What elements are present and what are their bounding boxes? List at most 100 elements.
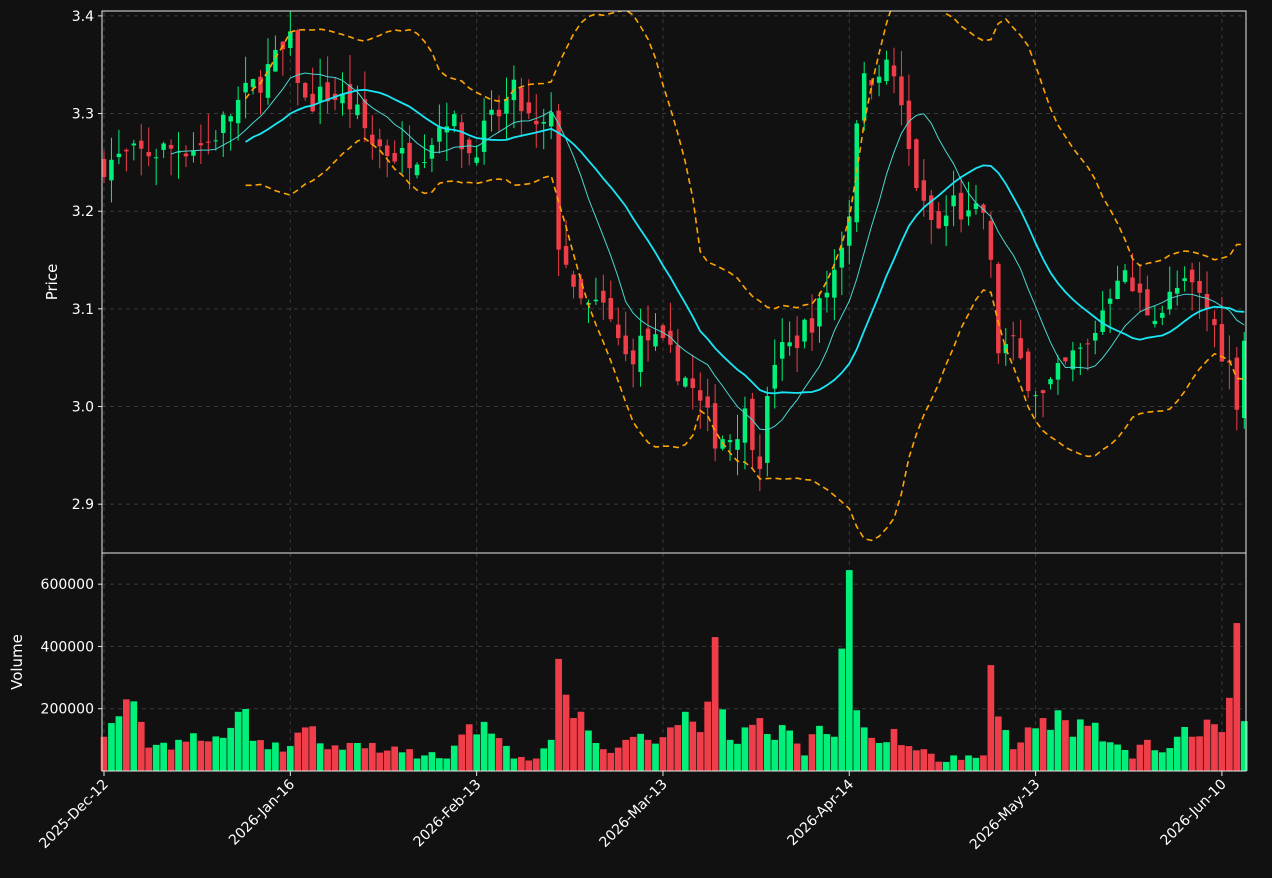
- candle-body-97: [824, 292, 830, 298]
- volume-bar-37: [376, 752, 384, 771]
- volume-bar-43: [421, 755, 428, 771]
- candle-body-11: [183, 153, 189, 157]
- candle-body-70: [623, 335, 628, 355]
- x-tick-label-0: 2025-Dec-12: [36, 777, 111, 852]
- volume-bar-143: [1166, 748, 1174, 771]
- volume-bar-51: [480, 721, 488, 771]
- candle-body-102: [861, 73, 867, 121]
- volume-bar-114: [950, 755, 957, 771]
- volume-bar-71: [629, 736, 637, 771]
- volume-bar-2: [115, 716, 123, 771]
- candle-body-80: [697, 390, 703, 401]
- volume-bar-48: [458, 734, 466, 771]
- candle-body-101: [854, 123, 859, 223]
- candle-body-153: [1242, 340, 1246, 418]
- volume-bar-16: [219, 737, 227, 771]
- candle-body-27: [302, 83, 308, 98]
- volume-bar-97: [823, 734, 831, 771]
- volume-bar-20: [249, 740, 257, 771]
- candle-body-21: [258, 76, 263, 93]
- volume-bar-77: [674, 725, 682, 771]
- price-tick-label-3: 3.2: [72, 204, 94, 220]
- candle-body-23: [273, 49, 278, 72]
- candle-body-107: [899, 76, 904, 106]
- candle-body-99: [839, 247, 845, 268]
- candle-body-125: [1033, 395, 1038, 397]
- candle-body-33: [347, 84, 353, 110]
- volume-bar-10: [175, 739, 182, 771]
- candle-body-78: [683, 377, 688, 387]
- candle-body-26: [295, 30, 301, 84]
- volume-bar-86: [741, 727, 749, 771]
- candle-body-95: [809, 318, 815, 333]
- candle-body-134: [1100, 310, 1105, 332]
- candle-body-109: [914, 139, 919, 189]
- volume-bar-33: [346, 742, 354, 771]
- candle-body-112: [936, 211, 941, 229]
- x-tick-label-2: 2026-Feb-13: [411, 777, 485, 851]
- volume-bar-24: [279, 751, 287, 771]
- volume-bar-109: [912, 750, 920, 771]
- price-tick-label-1: 3.0: [72, 400, 94, 416]
- candle-body-40: [399, 148, 405, 154]
- price-indicators: [170, 11, 1245, 542]
- volume-bar-22: [264, 749, 272, 771]
- volume-bar-46: [443, 758, 451, 771]
- volume-bar-153: [1240, 721, 1248, 771]
- volume-bar-126: [1039, 718, 1047, 771]
- candle-body-106: [891, 65, 897, 77]
- volume-bar-1: [108, 723, 115, 771]
- candle-body-92: [787, 342, 792, 347]
- candle-body-133: [1092, 332, 1098, 341]
- candle-body-75: [660, 325, 666, 339]
- volume-bar-83: [719, 709, 726, 771]
- candle-body-2: [116, 153, 122, 158]
- volume-bar-142: [1158, 752, 1166, 771]
- candle-body-73: [645, 328, 651, 341]
- bollinger-lower-line: [245, 137, 1245, 542]
- candle-body-42: [414, 164, 420, 176]
- candle-body-124: [1025, 351, 1031, 392]
- candle-body-127: [1048, 379, 1053, 385]
- candle-body-37: [377, 139, 382, 147]
- volume-bar-91: [778, 725, 786, 771]
- volume-bar-41: [406, 749, 413, 771]
- volume-bar-144: [1173, 736, 1181, 771]
- volume-bar-38: [383, 750, 391, 771]
- volume-bar-106: [890, 728, 898, 771]
- volume-bar-29: [316, 743, 324, 771]
- candle-body-13: [198, 143, 204, 146]
- volume-bar-36: [368, 742, 376, 771]
- volume-bar-135: [1106, 742, 1114, 771]
- volume-bar-0: [100, 736, 108, 771]
- candle-body-6: [146, 151, 151, 157]
- volume-bar-56: [518, 756, 525, 771]
- candle-body-71: [630, 350, 636, 365]
- candle-body-145: [1182, 278, 1187, 282]
- volume-bar-147: [1196, 736, 1203, 771]
- volume-bar-146: [1188, 736, 1196, 771]
- volume-bar-128: [1054, 710, 1062, 771]
- candle-body-148: [1204, 293, 1210, 310]
- volume-bar-64: [577, 711, 585, 771]
- candle-body-96: [817, 298, 822, 327]
- candle-body-120: [996, 263, 1001, 354]
- volume-bar-5: [137, 721, 145, 771]
- volume-bar-54: [503, 745, 510, 771]
- volume-bar-47: [450, 745, 458, 771]
- candle-body-25: [288, 31, 293, 49]
- candle-body-90: [772, 364, 777, 389]
- candle-body-132: [1085, 343, 1091, 345]
- candle-body-128: [1055, 363, 1061, 380]
- candle-body-91: [779, 342, 785, 359]
- candle-body-108: [906, 100, 912, 149]
- volume-bar-136: [1114, 744, 1121, 771]
- volume-bar-63: [570, 718, 577, 771]
- volume-bar-39: [391, 746, 399, 771]
- volume-bar-12: [190, 733, 197, 771]
- volume-bar-87: [749, 724, 756, 771]
- candle-body-82: [712, 403, 718, 449]
- candle-body-9: [168, 144, 174, 149]
- volume-bar-45: [436, 758, 443, 771]
